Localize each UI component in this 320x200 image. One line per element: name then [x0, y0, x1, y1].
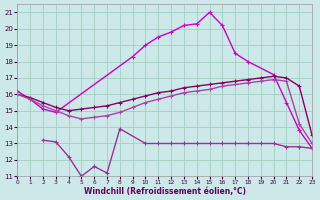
X-axis label: Windchill (Refroidissement éolien,°C): Windchill (Refroidissement éolien,°C) [84, 187, 246, 196]
